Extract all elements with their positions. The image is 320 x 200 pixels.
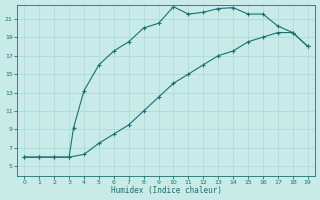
X-axis label: Humidex (Indice chaleur): Humidex (Indice chaleur) (110, 186, 221, 195)
